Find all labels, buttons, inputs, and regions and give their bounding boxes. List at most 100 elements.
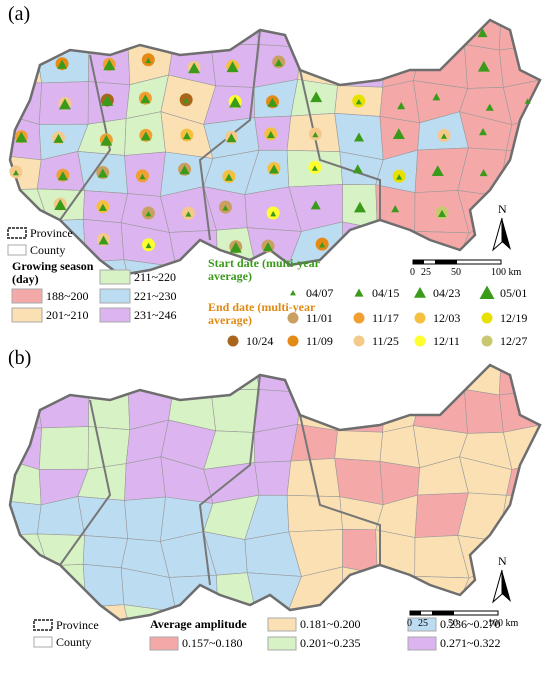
start-legend-marker: [414, 287, 426, 298]
start-date-marker: [12, 169, 19, 176]
start-date-marker: [188, 62, 201, 74]
end-legend-marker: [481, 335, 493, 347]
start-date-marker: [229, 241, 242, 253]
panel-label: (b): [8, 347, 32, 369]
county: [330, 20, 386, 48]
start-date-marker: [103, 59, 116, 71]
county: [379, 80, 421, 124]
county: [545, 353, 550, 388]
county: [124, 456, 166, 501]
legend-label: 221~230: [134, 289, 177, 303]
scale-bar: [432, 611, 454, 615]
county: [412, 384, 468, 434]
legend-label: 04/07: [306, 286, 334, 300]
start-legend-marker: [354, 288, 364, 297]
panel-label: (a): [8, 3, 31, 25]
start-date-marker: [57, 59, 68, 69]
start-date-marker: [100, 134, 113, 146]
end-legend-marker: [481, 312, 493, 324]
county: [38, 426, 89, 470]
province-border: [198, 374, 261, 586]
county: [291, 20, 342, 48]
county: [35, 20, 90, 47]
legend-label: 0.271~0.322: [440, 636, 501, 650]
scale-label: 50: [448, 618, 458, 629]
legend-label: 201~210: [46, 308, 89, 322]
start-date-marker: [145, 211, 152, 217]
start-legend-marker: [479, 285, 495, 299]
county: [82, 564, 125, 608]
legend-label: 11/25: [372, 334, 399, 348]
legend-label: 12/03: [433, 311, 461, 325]
county: [412, 39, 468, 89]
legend-label: 12/27: [500, 334, 528, 348]
county: [330, 365, 386, 393]
legend-label: 12/19: [500, 311, 528, 325]
county: [373, 20, 425, 48]
county: [172, 365, 212, 395]
class-swatch: [99, 269, 131, 285]
north-arrow: [502, 218, 511, 250]
county: [373, 365, 425, 393]
county: [498, 42, 540, 88]
north-arrow: [492, 217, 503, 252]
county: [88, 20, 130, 45]
start-date-marker: [431, 165, 444, 177]
county: [542, 151, 550, 190]
legend-label: 211~220: [134, 270, 177, 284]
province-swatch: [7, 227, 27, 239]
start-date-marker: [391, 205, 400, 213]
legend-label: 0.201~0.235: [300, 636, 361, 650]
county: [501, 218, 540, 262]
class-swatch: [99, 307, 131, 323]
start-date-marker: [485, 103, 494, 111]
legend-label: 05/01: [500, 286, 528, 300]
end-legend-marker: [287, 312, 299, 324]
start-date-marker: [477, 60, 490, 72]
county: [10, 601, 48, 620]
county: [545, 8, 550, 43]
legend-title: Start date (multi-year average): [208, 256, 320, 283]
county: [542, 113, 550, 158]
start-date-marker: [57, 171, 68, 181]
legend-title: Average amplitude: [150, 617, 247, 631]
scale-label: 0: [407, 618, 412, 629]
county: [543, 221, 550, 265]
counties: [10, 353, 550, 620]
start-date-marker: [397, 102, 406, 110]
county: [77, 496, 128, 539]
legend-label: County: [30, 243, 66, 257]
province-border: [59, 399, 112, 566]
class-swatch: [99, 288, 131, 304]
province-swatch: [33, 619, 53, 631]
start-date-marker: [263, 242, 274, 252]
start-date-marker: [229, 96, 242, 108]
county: [209, 365, 261, 391]
start-date-marker: [58, 98, 71, 110]
start-date-marker: [392, 128, 405, 140]
start-date-marker: [266, 130, 275, 139]
end-legend-marker: [227, 335, 239, 347]
scale-bar: [435, 260, 457, 264]
start-date-marker: [268, 164, 279, 174]
county: [127, 20, 175, 50]
start-date-marker: [97, 168, 108, 178]
county: [290, 424, 338, 462]
county: [542, 458, 550, 503]
county: [539, 603, 540, 620]
start-date-marker: [319, 242, 326, 248]
start-legend-marker: [290, 290, 296, 296]
end-legend-marker: [414, 312, 426, 324]
start-date-marker: [432, 93, 441, 101]
province-border: [198, 29, 261, 241]
start-date-marker: [101, 95, 114, 106]
class-swatch: [149, 636, 179, 651]
map-outline: [8, 18, 542, 277]
start-date-marker: [353, 201, 366, 213]
county: [379, 425, 421, 469]
county: [543, 566, 550, 610]
start-date-marker: [524, 98, 531, 104]
county: [291, 365, 342, 393]
scale-bar: [413, 260, 424, 264]
